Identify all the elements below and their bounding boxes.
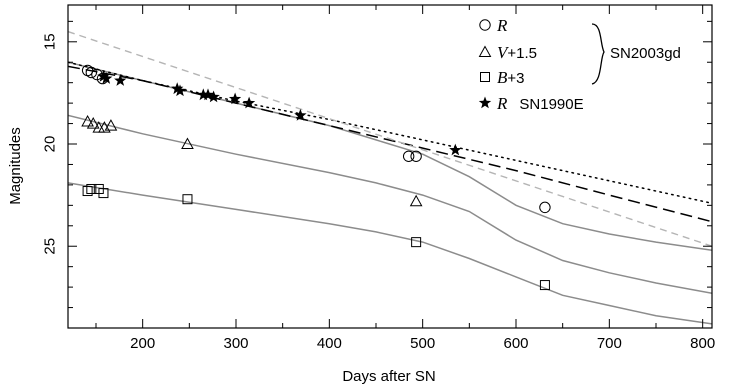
point-star-4-1 bbox=[100, 72, 113, 84]
point-circle-1-0 bbox=[402, 150, 415, 162]
legend: R V+1.5 B+3 R SN1990E SN2003gd bbox=[478, 16, 681, 113]
y-tick-label: 15 bbox=[42, 33, 59, 50]
point-circle-1-1 bbox=[410, 150, 422, 162]
point-triangle-2-1 bbox=[86, 117, 100, 129]
x-axis-title: Days after SN bbox=[342, 368, 435, 385]
legend-marker-star bbox=[478, 96, 492, 109]
x-axis-ticks: 200 300 400 500 600 700 800 bbox=[95, 5, 715, 352]
point-square-3-5 bbox=[411, 237, 422, 248]
point-star-4-5 bbox=[197, 88, 210, 101]
point-triangle-2-5 bbox=[181, 137, 194, 150]
point-star-4-7 bbox=[207, 90, 220, 103]
y-axis-title: Magnitudes bbox=[7, 127, 24, 205]
x-tick-label: 300 bbox=[223, 335, 248, 352]
curve-dotted-black-4 bbox=[68, 61, 712, 205]
x-tick-label: 800 bbox=[690, 335, 715, 352]
plot-frame bbox=[67, 4, 713, 329]
x-tick-label: 500 bbox=[410, 335, 435, 352]
point-square-3-0 bbox=[82, 186, 93, 197]
point-star-4-3 bbox=[171, 82, 184, 95]
x-tick-label: 400 bbox=[317, 335, 342, 352]
curve-solid-gray-2 bbox=[68, 182, 712, 325]
y-axis-ticks: 15 20 25 bbox=[42, 20, 712, 309]
legend-marker-triangle bbox=[478, 45, 492, 57]
y-tick-label: 25 bbox=[42, 238, 59, 255]
point-star-4-4 bbox=[173, 84, 187, 97]
point-triangle-2-4 bbox=[104, 119, 118, 131]
legend-label-1: V+1.5 bbox=[497, 43, 537, 62]
point-star-4-9 bbox=[242, 96, 256, 109]
point-star-4-2 bbox=[114, 74, 127, 86]
legend-label-0: R bbox=[496, 16, 508, 35]
point-circle-0-1 bbox=[85, 66, 98, 79]
legend-label-3: R SN1990E bbox=[496, 94, 584, 113]
point-square-3-1 bbox=[86, 183, 97, 194]
data-points bbox=[81, 64, 551, 291]
curve-solid-gray-0 bbox=[68, 61, 712, 252]
point-star-4-8 bbox=[228, 92, 242, 105]
point-star-4-0 bbox=[97, 70, 110, 82]
x-tick-label: 700 bbox=[597, 335, 622, 352]
legend-group-label: SN2003gd bbox=[610, 45, 681, 62]
point-circle-1-2 bbox=[539, 201, 551, 214]
curve-dashed-gray-5 bbox=[68, 30, 712, 247]
point-square-3-3 bbox=[98, 188, 109, 199]
x-tick-label: 200 bbox=[130, 335, 155, 352]
point-star-4-10 bbox=[294, 108, 307, 121]
point-triangle-2-0 bbox=[81, 114, 94, 127]
legend-marker-square bbox=[480, 72, 490, 82]
legend-marker-circle bbox=[479, 19, 491, 31]
x-tick-label: 600 bbox=[503, 335, 528, 352]
point-star-4-11 bbox=[449, 143, 462, 156]
point-square-3-4 bbox=[182, 194, 193, 205]
point-triangle-2-6 bbox=[409, 194, 423, 207]
point-star-4-6 bbox=[201, 88, 215, 101]
y-tick-label: 20 bbox=[42, 136, 59, 153]
point-square-3-6 bbox=[539, 280, 550, 291]
curve-dashed-black-3 bbox=[68, 65, 712, 223]
curve-solid-gray-1 bbox=[68, 114, 712, 294]
model-curves bbox=[68, 30, 712, 325]
legend-brace bbox=[591, 23, 605, 85]
legend-label-2: B+3 bbox=[497, 68, 525, 87]
